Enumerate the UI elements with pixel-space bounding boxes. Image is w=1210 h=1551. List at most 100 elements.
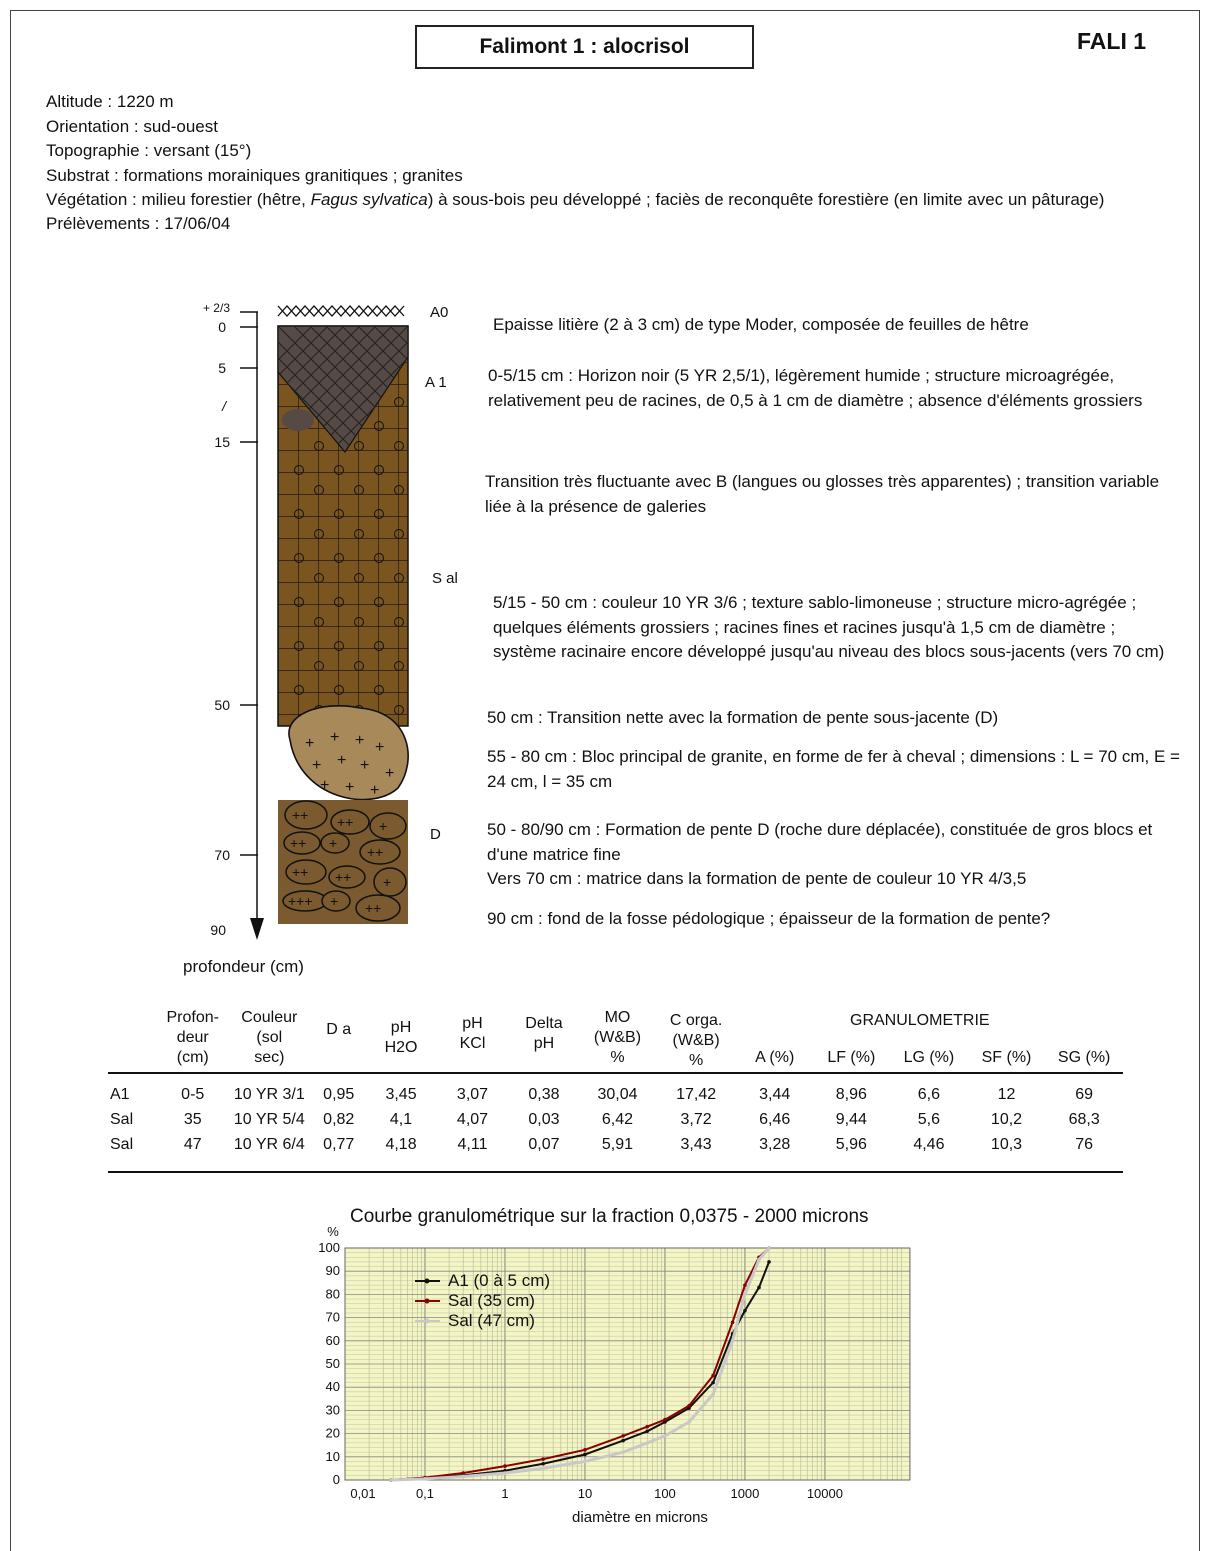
svg-text:+: + xyxy=(355,732,364,749)
gravel-mark xyxy=(334,641,344,651)
svg-text:+++: +++ xyxy=(288,893,313,909)
svg-text:++: ++ xyxy=(290,835,306,851)
plot-border xyxy=(344,1247,911,1481)
table-cell: 4,18 xyxy=(385,1136,417,1153)
series-point xyxy=(711,1380,715,1385)
gravel-mark xyxy=(374,685,384,695)
table-cell: 3,28 xyxy=(759,1136,791,1153)
col-lf: LF (%) xyxy=(827,1049,876,1066)
granulometrie-heading: GRANULOMETRIE xyxy=(850,1012,990,1029)
series-point xyxy=(711,1392,715,1396)
series-point xyxy=(743,1292,747,1297)
series-point xyxy=(767,1246,771,1250)
series-point xyxy=(461,1474,465,1479)
d-blocks xyxy=(282,800,407,922)
svg-text:++: ++ xyxy=(335,869,351,885)
table-cell: 8,96 xyxy=(835,1086,867,1103)
svg-text:++: ++ xyxy=(365,900,381,916)
series-point xyxy=(503,1464,507,1468)
table-cell: 12 xyxy=(997,1086,1016,1103)
series-point xyxy=(743,1283,747,1287)
depth-label: 15 xyxy=(214,434,230,450)
table-cell: 0,95 xyxy=(323,1086,355,1103)
series-point xyxy=(663,1434,667,1438)
col-couleur: Couleur (sol sec) xyxy=(241,1009,298,1066)
gravel-mark xyxy=(314,529,324,539)
table-cell: Sal xyxy=(110,1111,134,1128)
legend-label: Sal (35 cm) xyxy=(448,1291,535,1310)
depth-axis-caption: profondeur (cm) xyxy=(183,957,304,976)
table-cell: 3,07 xyxy=(456,1086,489,1103)
depth-label: + 2/3 xyxy=(202,301,230,315)
gravel-mark xyxy=(334,597,344,607)
desc-50cm: 50 cm : Transition nette avec la formati… xyxy=(487,708,999,727)
gravel-mark xyxy=(314,485,324,495)
series-point xyxy=(743,1308,747,1313)
desc-bloc: 55 - 80 cm : Bloc principal de granite, … xyxy=(487,747,1180,791)
series-point xyxy=(767,1260,771,1264)
series-point xyxy=(541,1466,545,1471)
desc-a0: Epaisse litière (2 à 3 cm) de type Moder… xyxy=(493,315,1029,334)
col-sg: SG (%) xyxy=(1057,1049,1111,1066)
gravel-mark xyxy=(334,553,344,563)
gravel-mark xyxy=(334,685,344,695)
svg-text:+: + xyxy=(329,835,337,851)
col-da: D a xyxy=(326,1021,352,1038)
y-tick-label: 90 xyxy=(326,1263,340,1278)
gravel-mark xyxy=(374,465,384,475)
svg-text:+: + xyxy=(379,818,387,834)
col-delta-ph: Delta pH xyxy=(525,1015,563,1052)
col-ph-kcl: pH KCl xyxy=(459,1015,486,1052)
col-a: A (%) xyxy=(755,1049,795,1066)
table-cell: 3,43 xyxy=(680,1136,712,1153)
page-title: Falimont 1 : alocrisol xyxy=(415,25,754,69)
a0-litter xyxy=(277,305,405,317)
series-point xyxy=(461,1471,465,1475)
series-point xyxy=(687,1420,691,1424)
gravel-mark xyxy=(334,465,344,475)
table-cell: 0-5 xyxy=(181,1086,205,1103)
gravel-mark xyxy=(394,661,404,671)
granite-crosses: + + + + + + + + + + + xyxy=(305,729,394,799)
col-sf: SF (%) xyxy=(981,1049,1032,1066)
desc-sal: 5/15 - 50 cm : couleur 10 YR 3/6 ; textu… xyxy=(493,593,1165,661)
table-cell: 47 xyxy=(183,1136,202,1153)
svg-text:+: + xyxy=(360,757,369,774)
series-point xyxy=(389,1478,393,1482)
desc-90cm: 90 cm : fond de la fosse pédologique ; é… xyxy=(487,909,1051,928)
x-tick-label: 1000 xyxy=(730,1486,759,1501)
vegetation: Végétation : milieu forestier (hêtre, Fa… xyxy=(46,190,1105,209)
col-corga: C orga. (W&B)% xyxy=(669,1012,723,1069)
series-point xyxy=(621,1434,625,1438)
svg-text:+: + xyxy=(320,777,329,794)
depth-label: 70 xyxy=(214,847,230,863)
x-tick-label: 0,1 xyxy=(416,1486,434,1501)
table-cell: 10 YR 3/1 xyxy=(233,1086,305,1103)
gravel-mark xyxy=(394,441,404,451)
gravel-mark xyxy=(294,465,304,475)
svg-text:+: + xyxy=(375,739,384,756)
soil-analysis-table: Profon-deur (cm) Couleur (sol sec) D a pH H2… xyxy=(108,1008,1123,1173)
gravel-mark xyxy=(354,441,364,451)
x-tick-label: 100 xyxy=(654,1486,676,1501)
series-point xyxy=(645,1429,650,1434)
gravel-mark xyxy=(374,641,384,651)
gravel-mark xyxy=(394,529,404,539)
table-cell: 5,96 xyxy=(835,1136,867,1153)
series-point xyxy=(645,1441,650,1445)
altitude: Altitude : 1220 m xyxy=(46,92,174,111)
table-cell: 4,46 xyxy=(913,1136,945,1153)
svg-text:+: + xyxy=(330,893,338,909)
table-cell: 69 xyxy=(1075,1086,1094,1103)
depth-label: 5 xyxy=(218,360,226,376)
series-point xyxy=(757,1257,761,1262)
gravel-mark xyxy=(294,597,304,607)
series-point xyxy=(541,1457,545,1461)
substrat: Substrat : formations morainiques granit… xyxy=(46,165,463,185)
gravel-mark xyxy=(374,597,384,607)
svg-text:+: + xyxy=(330,729,339,746)
gravel-mark xyxy=(394,485,404,495)
chart-title: Courbe granulométrique sur la fraction 0… xyxy=(350,1206,869,1227)
table-cell: A1 xyxy=(110,1086,130,1103)
table-cell: 0,03 xyxy=(528,1111,560,1128)
